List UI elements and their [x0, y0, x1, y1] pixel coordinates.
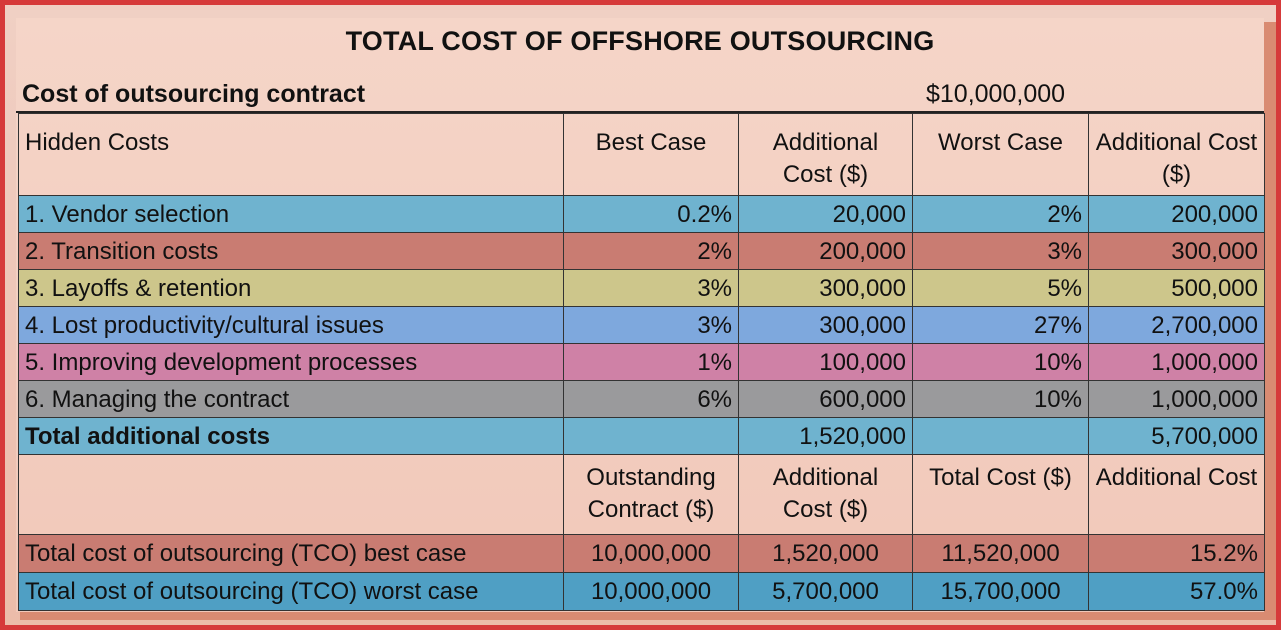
row-label: 1. Vendor selection	[18, 195, 564, 233]
row-label: 4. Lost productivity/cultural issues	[18, 306, 564, 344]
tco-pct: 57.0%	[1088, 572, 1265, 611]
best-case-pct: 0.2%	[563, 195, 739, 233]
worst-case-cost: 2,700,000	[1088, 306, 1265, 344]
best-case-cost: 20,000	[738, 195, 913, 233]
best-case-cost: 100,000	[738, 343, 913, 381]
tco-total: 15,700,000	[912, 572, 1089, 611]
tco-header-row: Outstanding Contract ($) Additional Cost…	[18, 454, 1265, 535]
tco-additional: 1,520,000	[738, 534, 913, 573]
best-case-pct: 2%	[563, 232, 739, 270]
contract-divider	[16, 111, 1264, 113]
total-worst-cost: 5,700,000	[1088, 417, 1265, 455]
header-best-case: Best Case	[563, 113, 739, 196]
worst-case-pct: 5%	[912, 269, 1089, 307]
tco-best-case-row: Total cost of outsourcing (TCO) best cas…	[18, 534, 1265, 573]
table-row: 5. Improving development processes 1% 10…	[18, 343, 1265, 381]
header-additional-cost-pct: Additional Cost	[1088, 454, 1265, 535]
worst-case-cost: 1,000,000	[1088, 380, 1265, 418]
tco-total: 11,520,000	[912, 534, 1089, 573]
tco-pct: 15.2%	[1088, 534, 1265, 573]
table-row: 2. Transition costs 2% 200,000 3% 300,00…	[18, 232, 1265, 270]
best-case-pct: 1%	[563, 343, 739, 381]
tco-contract: 10,000,000	[563, 534, 739, 573]
worst-case-cost: 1,000,000	[1088, 343, 1265, 381]
worst-case-cost: 300,000	[1088, 232, 1265, 270]
table-row: 6. Managing the contract 6% 600,000 10% …	[18, 380, 1265, 418]
worst-case-pct: 10%	[912, 380, 1089, 418]
header-worst-case: Worst Case	[912, 113, 1089, 196]
header-tco-additional-cost: Additional Cost ($)	[738, 454, 913, 535]
best-case-pct: 6%	[563, 380, 739, 418]
total-worst-pct-empty	[912, 417, 1089, 455]
header-additional-cost-worst: Additional Cost ($)	[1088, 113, 1265, 196]
tco-label: Total cost of outsourcing (TCO) best cas…	[18, 534, 564, 573]
cost-table: Hidden Costs Best Case Additional Cost (…	[18, 113, 1265, 611]
header-outstanding-contract: Outstanding Contract ($)	[563, 454, 739, 535]
total-label: Total additional costs	[18, 417, 564, 455]
row-label: 6. Managing the contract	[18, 380, 564, 418]
table-row: 4. Lost productivity/cultural issues 3% …	[18, 306, 1265, 344]
header-hidden-costs: Hidden Costs	[18, 113, 564, 196]
tco-label: Total cost of outsourcing (TCO) worst ca…	[18, 572, 564, 611]
worst-case-cost: 200,000	[1088, 195, 1265, 233]
best-case-pct: 3%	[563, 269, 739, 307]
total-additional-costs-row: Total additional costs 1,520,000 5,700,0…	[18, 417, 1265, 455]
tco-contract: 10,000,000	[563, 572, 739, 611]
table-row: 1. Vendor selection 0.2% 20,000 2% 200,0…	[18, 195, 1265, 233]
hidden-costs-header-row: Hidden Costs Best Case Additional Cost (…	[18, 113, 1265, 196]
best-case-pct: 3%	[563, 306, 739, 344]
best-case-cost: 300,000	[738, 306, 913, 344]
table-title: TOTAL COST OF OFFSHORE OUTSOURCING	[345, 26, 935, 56]
header-additional-cost-best: Additional Cost ($)	[738, 113, 913, 196]
best-case-cost: 200,000	[738, 232, 913, 270]
best-case-cost: 600,000	[738, 380, 913, 418]
header-total-cost: Total Cost ($)	[912, 454, 1089, 535]
tco-worst-case-row: Total cost of outsourcing (TCO) worst ca…	[18, 572, 1265, 611]
row-label: 5. Improving development processes	[18, 343, 564, 381]
row-label: 2. Transition costs	[18, 232, 564, 270]
worst-case-cost: 500,000	[1088, 269, 1265, 307]
worst-case-pct: 27%	[912, 306, 1089, 344]
best-case-cost: 300,000	[738, 269, 913, 307]
tco-header-empty	[18, 454, 564, 535]
row-label: 3. Layoffs & retention	[18, 269, 564, 307]
panel-shadow-right	[1264, 22, 1276, 616]
worst-case-pct: 10%	[912, 343, 1089, 381]
panel-shadow-bottom	[20, 612, 1276, 620]
contract-cost-value: $10,000,000	[926, 80, 1066, 108]
worst-case-pct: 3%	[912, 232, 1089, 270]
total-best-cost: 1,520,000	[738, 417, 913, 455]
table-row: 3. Layoffs & retention 3% 300,000 5% 500…	[18, 269, 1265, 307]
tco-additional: 5,700,000	[738, 572, 913, 611]
contract-cost-label: Cost of outsourcing contract	[22, 80, 366, 108]
worst-case-pct: 2%	[912, 195, 1089, 233]
total-best-pct-empty	[563, 417, 739, 455]
